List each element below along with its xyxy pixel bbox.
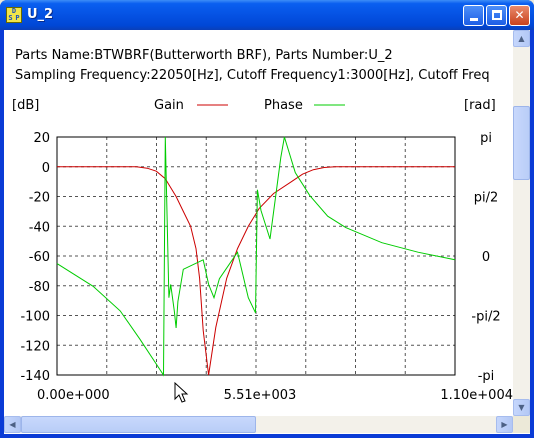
left-tick-label: -80 — [29, 280, 50, 295]
scroll-up-arrow[interactable]: ▲ — [513, 30, 530, 47]
left-axis-unit: [dB] — [12, 98, 39, 113]
icon-letter-s: S — [8, 14, 13, 22]
series-line-gain — [57, 166, 455, 376]
parts-info-line: Parts Name:BTWBRF(Butterworth BRF), Part… — [15, 48, 393, 63]
plot-frame — [56, 136, 456, 376]
scroll-right-arrow[interactable]: ▶ — [496, 416, 513, 433]
close-icon: ✕ — [514, 8, 525, 22]
right-axis-unit: [rad] — [464, 98, 496, 113]
x-tick-label: 1.10e+004 — [440, 388, 513, 403]
scrollbar-corner — [513, 416, 530, 433]
minimize-icon — [470, 18, 478, 21]
scroll-down-arrow[interactable]: ▼ — [513, 399, 530, 416]
window-title: U_2 — [27, 7, 54, 22]
left-tick-label: -40 — [29, 220, 50, 235]
left-tick-label: -100 — [20, 310, 50, 325]
frequency-response-chart: [dB] [rad] Gain Phase 20 0 -20 -40 -60 -80 -10… — [12, 98, 513, 403]
horizontal-scrollbar[interactable]: ◀ ▶ — [4, 416, 513, 433]
right-tick-label: pi — [480, 131, 492, 146]
horizontal-scroll-thumb[interactable] — [21, 416, 256, 433]
sampling-info-line: Sampling Frequency:22050[Hz], Cutoff Fre… — [15, 68, 490, 83]
left-tick-label: -60 — [29, 250, 50, 265]
x-tick-label: 5.51e+003 — [224, 388, 297, 403]
legend-gain-label: Gain — [154, 98, 184, 113]
maximize-button[interactable] — [486, 5, 507, 26]
right-tick-label: -pi/2 — [471, 309, 500, 324]
left-tick-label: 20 — [33, 131, 50, 146]
series-layer — [56, 136, 456, 377]
x-tick-label: 0.00e+000 — [37, 388, 110, 403]
series-line-phase — [56, 136, 456, 377]
maximize-icon — [492, 10, 502, 20]
close-button[interactable]: ✕ — [509, 5, 530, 26]
minimize-button[interactable] — [463, 5, 484, 26]
vertical-scroll-thumb[interactable] — [513, 106, 530, 180]
left-tick-label: -20 — [29, 191, 50, 206]
icon-letter-p: P — [15, 14, 20, 22]
left-tick-label: -140 — [20, 369, 50, 384]
vertical-scrollbar[interactable]: ▲ ▼ — [513, 30, 530, 416]
client-area: Parts Name:BTWBRF(Butterworth BRF), Part… — [4, 30, 530, 434]
right-tick-label: 0 — [482, 250, 490, 265]
right-tick-label: pi/2 — [474, 191, 499, 206]
icon-letter-d: D — [11, 7, 17, 15]
right-tick-label: -pi — [478, 369, 495, 384]
scroll-left-arrow[interactable]: ◀ — [4, 416, 21, 433]
left-tick-label: -120 — [20, 339, 50, 354]
left-tick-label: 0 — [42, 161, 50, 176]
mouse-pointer-icon — [174, 381, 189, 403]
legend-phase-label: Phase — [264, 98, 303, 113]
axis-ticks: 20 0 -20 -40 -60 -80 -100 -120 -140 pi pi/2 0 -pi/2 -… — [20, 131, 513, 403]
